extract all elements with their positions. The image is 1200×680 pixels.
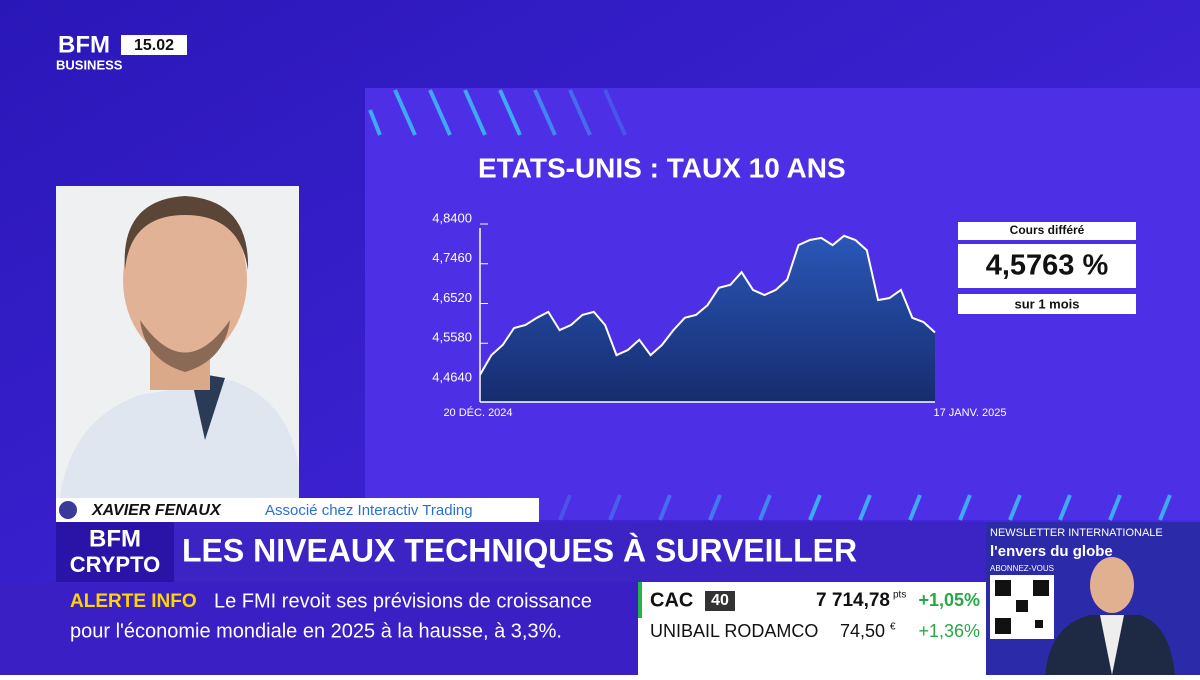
stripes bbox=[368, 89, 1172, 521]
x-tick-label: 17 JANV. 2025 bbox=[934, 407, 1007, 419]
newsletter-cta: ABONNEZ-VOUS bbox=[990, 564, 1054, 573]
alert-line1: Le FMI revoit ses prévisions de croissan… bbox=[214, 590, 592, 612]
channel-logo-box bbox=[56, 522, 174, 582]
x-tick-label: 20 DÉC. 2024 bbox=[443, 406, 512, 419]
market-box bbox=[638, 582, 986, 675]
newsletter-title: l'envers du globe bbox=[990, 543, 1113, 560]
presenter-photo bbox=[1045, 557, 1175, 675]
newsletter-kicker: NEWSLETTER INTERNATIONALE bbox=[990, 527, 1163, 539]
price: 4,5763 % bbox=[986, 250, 1109, 282]
chart-title: ETATS-UNIS : TAUX 10 ANS bbox=[478, 152, 846, 183]
market-value: 7 714,78 bbox=[816, 590, 890, 611]
guest-name: XAVIER FENAUX bbox=[91, 502, 222, 519]
logo-sub: BUSINESS bbox=[56, 57, 123, 72]
market-change: +1,36% bbox=[918, 621, 980, 641]
y-tick-label: 4,8400 bbox=[432, 210, 472, 225]
market-value: 74,50 bbox=[840, 621, 885, 641]
channel-logo: BFM bbox=[89, 525, 141, 552]
headline: LES NIVEAUX TECHNIQUES À SURVEILLER bbox=[182, 532, 857, 568]
channel-logo-sub: CRYPTO bbox=[70, 552, 160, 577]
y-tick-label: 4,6520 bbox=[432, 290, 472, 305]
phone-icon bbox=[59, 501, 77, 519]
market-name: CAC bbox=[650, 589, 693, 611]
guest-role: Associé chez Interactiv Trading bbox=[265, 502, 473, 519]
qr-pattern bbox=[995, 580, 1049, 634]
time: 15.02 bbox=[134, 37, 174, 54]
period-box bbox=[958, 294, 1136, 314]
market-change: +1,05% bbox=[918, 590, 980, 610]
alert-tag: ALERTE INFO bbox=[70, 591, 197, 612]
market-name: UNIBAIL RODAMCO bbox=[650, 621, 818, 641]
guest-photo bbox=[56, 186, 299, 498]
market-badge: 40 bbox=[711, 592, 729, 609]
market-unit: pts bbox=[893, 590, 906, 601]
market-badge-box bbox=[705, 591, 735, 611]
y-tick-label: 4,5580 bbox=[432, 330, 472, 345]
area bbox=[480, 235, 935, 402]
y-tick-label: 4,4640 bbox=[432, 369, 472, 384]
y-tick-label: 4,7460 bbox=[432, 250, 472, 265]
logo: BFM bbox=[58, 31, 110, 58]
price-label-box bbox=[958, 222, 1136, 240]
market-unit: € bbox=[890, 622, 896, 633]
alert-bar bbox=[0, 582, 638, 675]
line bbox=[479, 234, 936, 376]
market-accent bbox=[638, 582, 642, 618]
period: sur 1 mois bbox=[1014, 296, 1079, 311]
price-box bbox=[958, 244, 1136, 288]
time-box bbox=[121, 35, 187, 55]
price-label: Cours différé bbox=[1010, 223, 1085, 237]
headline-bar bbox=[56, 522, 986, 582]
alert-line2: pour l'économie mondiale en 2025 à la ha… bbox=[70, 620, 562, 642]
guest-bar bbox=[56, 498, 539, 522]
